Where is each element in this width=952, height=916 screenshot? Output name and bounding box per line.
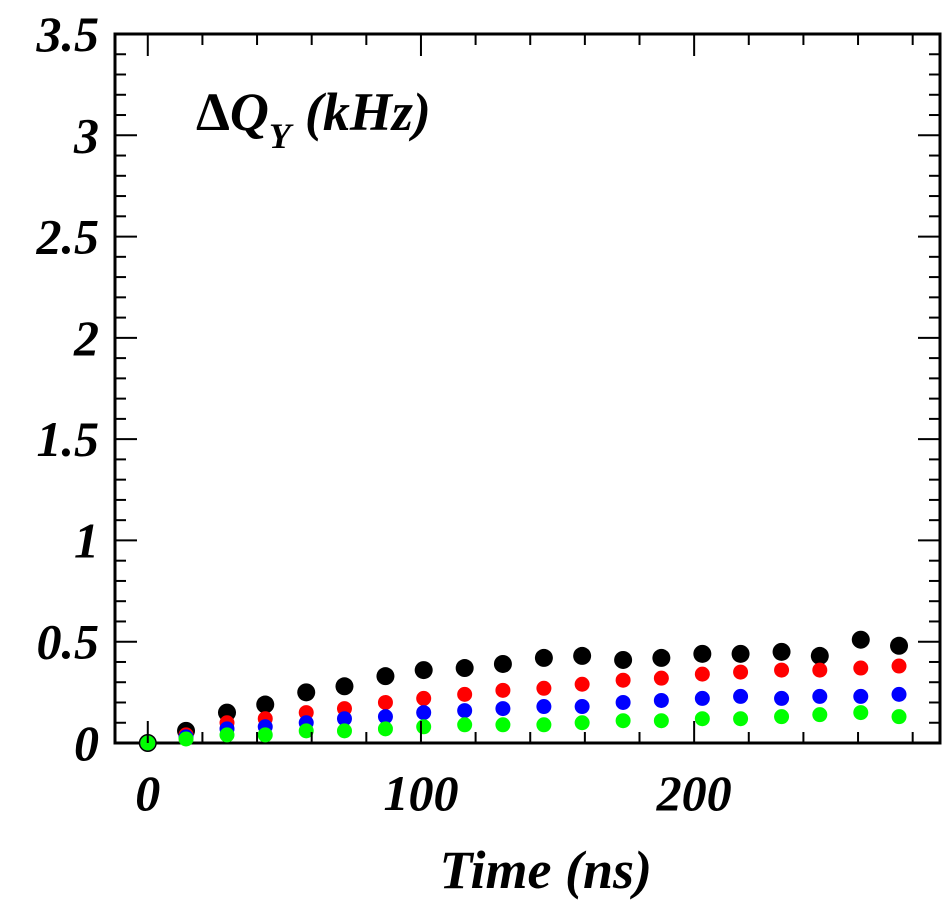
data-point (495, 717, 511, 733)
data-point (653, 713, 669, 729)
y-tick-label: 3 (73, 107, 99, 163)
data-point (810, 646, 829, 665)
data-point (652, 648, 671, 667)
y-tick-label: 1.5 (37, 411, 100, 467)
axis-ticks (115, 33, 940, 744)
x-tick-label: 200 (656, 765, 732, 821)
data-point (574, 676, 590, 692)
data-point (574, 699, 590, 715)
y-tick-label: 0.5 (37, 614, 100, 670)
data-point (733, 711, 749, 727)
data-point (534, 648, 553, 667)
data-point (731, 644, 750, 663)
data-point (694, 711, 710, 727)
data-point (694, 690, 710, 706)
y-tick-label: 3.5 (36, 6, 100, 62)
x-tick-label: 100 (383, 765, 458, 821)
data-point (377, 721, 393, 737)
data-point (416, 705, 432, 721)
data-point (457, 686, 473, 702)
data-point (774, 690, 790, 706)
data-point (457, 703, 473, 719)
y-tick-label: 0 (74, 715, 99, 771)
data-point (891, 686, 907, 702)
data-point (457, 717, 473, 733)
data-point (178, 731, 194, 747)
data-point (653, 692, 669, 708)
data-point (377, 694, 393, 710)
data-point (812, 688, 828, 704)
data-point (219, 727, 235, 743)
y-tick-label: 1 (74, 512, 99, 568)
data-point (297, 683, 316, 702)
data-point (772, 642, 791, 661)
data-point (336, 723, 352, 739)
data-point (455, 659, 474, 678)
plot-frame (113, 32, 942, 745)
data-point (653, 670, 669, 686)
data-point (416, 690, 432, 706)
data-point (335, 677, 354, 696)
title-subscript: Y (269, 116, 294, 156)
data-point (256, 695, 275, 714)
data-point (853, 660, 869, 676)
tick-labels: 0 0.5 1 1.5 2 2.5 3 3.5 0 100 200 (36, 6, 732, 821)
y-tick-label: 2 (73, 310, 99, 366)
title-symbol: Q (230, 82, 269, 142)
data-point (573, 646, 592, 665)
data-point (493, 654, 512, 673)
data-point (536, 717, 552, 733)
data-point (615, 672, 631, 688)
data-point (853, 705, 869, 721)
x-axis-title: Time (ns) (440, 840, 652, 900)
data-point (890, 636, 909, 655)
data-point (414, 661, 433, 680)
data-point (694, 666, 710, 682)
data-point (495, 682, 511, 698)
data-point (536, 699, 552, 715)
data-point (495, 701, 511, 717)
data-point (733, 688, 749, 704)
data-point (851, 630, 870, 649)
data-point (774, 662, 790, 678)
data-point (733, 664, 749, 680)
data-point (416, 719, 432, 735)
data-point (693, 644, 712, 663)
data-point (615, 694, 631, 710)
data-point (377, 709, 393, 725)
data-point (891, 658, 907, 674)
data-point (376, 667, 395, 686)
data-point (774, 709, 790, 725)
data-point (614, 650, 633, 669)
data-point (298, 723, 314, 739)
title-unit: (kHz) (305, 82, 431, 142)
data-point (574, 715, 590, 731)
data-point (812, 662, 828, 678)
data-point (336, 711, 352, 727)
data-point (615, 713, 631, 729)
data-point (257, 727, 273, 743)
y-tick-label: 2.5 (36, 209, 100, 265)
data-point (536, 680, 552, 696)
plot-area (113, 32, 942, 745)
x-tick-label: 0 (135, 765, 160, 821)
title-delta: Δ (196, 82, 230, 142)
data-point (853, 688, 869, 704)
data-points (138, 630, 909, 752)
chart-title: ΔQY (kHz) (196, 82, 431, 156)
data-point (891, 709, 907, 725)
data-point (812, 707, 828, 723)
